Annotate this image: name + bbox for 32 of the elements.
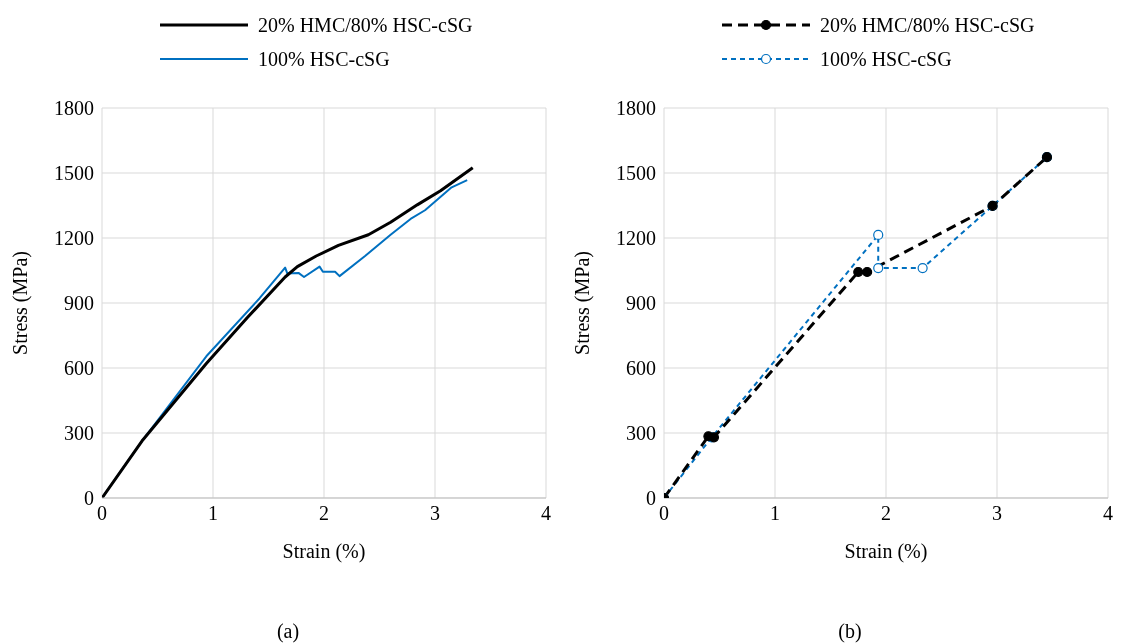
x-tick-label: 1 [208, 502, 218, 525]
text: (b) [837, 620, 863, 643]
y-tick-label: 1200 [616, 227, 656, 250]
x-tick-label: 2 [319, 502, 329, 525]
x-tick-label: 1 [770, 502, 780, 525]
y-tick-label: 900 [626, 292, 656, 315]
legend-label: 100% HSC-cSG [820, 47, 952, 71]
y-tick-label: 0 [84, 487, 94, 510]
y-tick-label: 900 [64, 292, 94, 315]
legend-label: 100% HSC-cSG [258, 47, 390, 71]
y-tick-label: 0 [646, 487, 656, 510]
text: (a) [275, 620, 301, 643]
y-tick-label: 300 [64, 422, 94, 445]
y-tick-label: 1800 [54, 97, 94, 120]
legend-label: 20% HMC/80% HSC-cSG [820, 13, 1035, 37]
y-axis-title: Stress (MPa) [9, 251, 33, 355]
y-tick-label: 600 [626, 357, 656, 380]
x-axis-title: Strain (%) [844, 540, 928, 563]
y-tick-label: 1200 [54, 227, 94, 250]
x-tick-label: 4 [541, 502, 551, 525]
x-tick-label: 3 [430, 502, 440, 525]
x-tick-label: 4 [1103, 502, 1113, 525]
x-axis-title: Strain (%) [282, 540, 366, 563]
x-tick-label: 3 [992, 502, 1002, 525]
legend-label: 20% HMC/80% HSC-cSG [258, 13, 473, 37]
y-tick-label: 600 [64, 357, 94, 380]
y-tick-label: 300 [626, 422, 656, 445]
y-tick-label: 1500 [54, 162, 94, 185]
y-tick-label: 1800 [616, 97, 656, 120]
x-tick-label: 2 [881, 502, 891, 525]
y-axis-title: Stress (MPa) [571, 251, 595, 355]
y-tick-label: 1500 [616, 162, 656, 185]
